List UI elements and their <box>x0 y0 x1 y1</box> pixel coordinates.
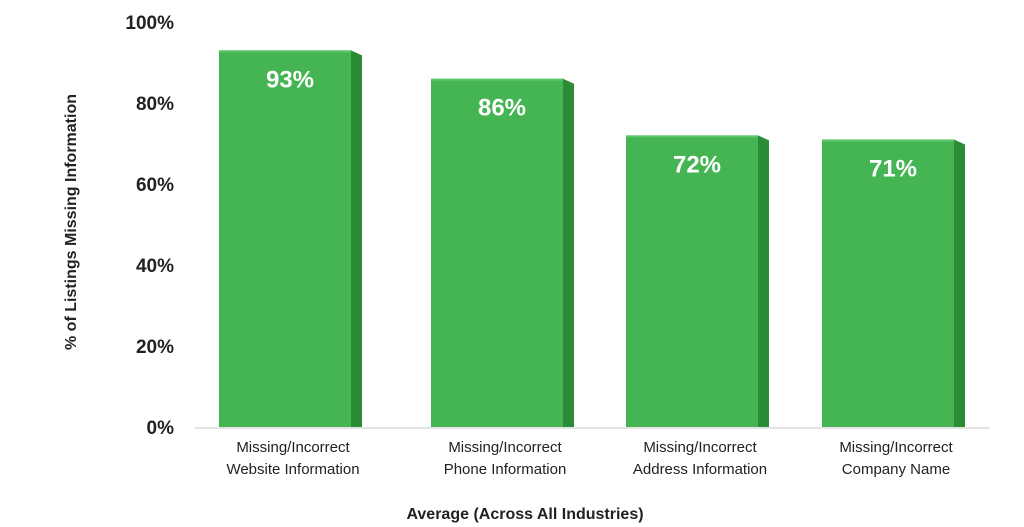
y-tick-label: 20% <box>136 337 174 358</box>
bar-front <box>626 135 758 427</box>
x-category-label: Missing/Incorrect Website Information <box>226 439 359 478</box>
x-category-label-line: Phone Information <box>444 461 567 478</box>
x-category-label-line: Address Information <box>633 461 767 478</box>
x-category-label: Missing/Incorrect Phone Information <box>444 439 567 478</box>
y-tick-label: 40% <box>136 256 174 277</box>
bar-top-edge <box>822 139 954 142</box>
bar-side <box>563 78 574 427</box>
bar-side <box>954 139 965 427</box>
bar-side <box>351 50 362 427</box>
y-tick-label: 0% <box>147 418 175 439</box>
bar: 72% <box>626 135 769 427</box>
y-tick-label: 80% <box>136 94 174 115</box>
x-category-label-line: Missing/Incorrect <box>236 439 350 456</box>
x-category-label-line: Website Information <box>226 461 359 478</box>
bar-front <box>219 50 351 427</box>
bar: 71% <box>822 139 965 427</box>
x-category-label-line: Missing/Incorrect <box>839 439 953 456</box>
y-axis-ticks: 0% 20% 40% 60% 80% 100% <box>125 13 174 439</box>
x-axis-title: Average (Across All Industries) <box>406 506 643 523</box>
x-category-label-line: Missing/Incorrect <box>448 439 562 456</box>
bar: 93% <box>219 50 362 427</box>
bar-front <box>431 78 563 427</box>
bar: 86% <box>431 78 574 427</box>
y-tick-label: 100% <box>125 13 174 34</box>
y-axis-title: % of Listings Missing Information <box>63 94 80 350</box>
bar-value-label: 93% <box>266 66 314 93</box>
bars-group: 93% 86% 72% 71% <box>219 50 965 427</box>
bar-value-label: 71% <box>869 155 917 182</box>
bar-front <box>822 139 954 427</box>
x-category-label: Missing/Incorrect Address Information <box>633 439 767 478</box>
bar-side <box>758 135 769 427</box>
y-tick-label: 60% <box>136 175 174 196</box>
bar-top-edge <box>219 50 351 53</box>
bar-top-edge <box>626 135 758 138</box>
x-category-label: Missing/Incorrect Company Name <box>839 439 953 478</box>
category-labels: Missing/Incorrect Website InformationMiss… <box>226 439 953 478</box>
x-category-label-line: Company Name <box>842 461 950 478</box>
bar-value-label: 86% <box>478 95 526 122</box>
bar-top-edge <box>431 78 563 81</box>
x-category-label-line: Missing/Incorrect <box>643 439 757 456</box>
bar-value-label: 72% <box>673 151 721 178</box>
